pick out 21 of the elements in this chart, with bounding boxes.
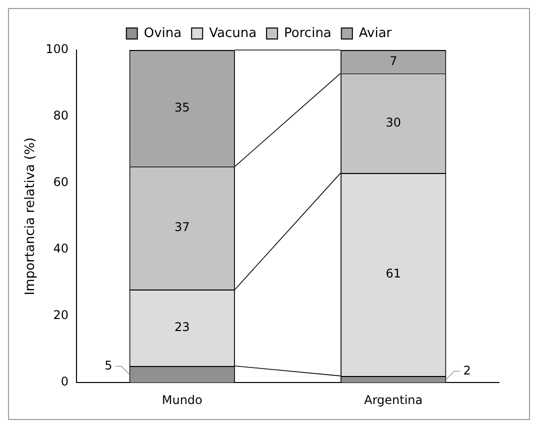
legend-label: Vacuna: [209, 26, 257, 41]
y-tick-label: 20: [53, 308, 69, 322]
x-tick-label: Mundo: [162, 392, 202, 407]
data-label: 37: [174, 220, 190, 234]
y-tick-label: 40: [53, 242, 69, 256]
x-tick-label: Argentina: [364, 392, 423, 407]
data-label: 35: [174, 100, 190, 114]
y-tick-label: 0: [60, 374, 69, 389]
y-axis-title: Importancia relativa (%): [23, 137, 38, 296]
data-label: 23: [174, 320, 190, 334]
legend-label: Ovina: [144, 26, 182, 41]
y-tick-label: 80: [53, 108, 69, 123]
legend-label: Porcina: [284, 26, 332, 41]
data-label: 30: [386, 115, 402, 130]
y-tick-label: 60: [53, 175, 69, 190]
data-label: 61: [386, 266, 402, 281]
data-label: 5: [104, 358, 112, 372]
data-label: 7: [390, 54, 398, 68]
data-label: 2: [463, 363, 471, 378]
legend-label: Aviar: [358, 26, 392, 41]
y-tick-label: 100: [46, 42, 69, 56]
